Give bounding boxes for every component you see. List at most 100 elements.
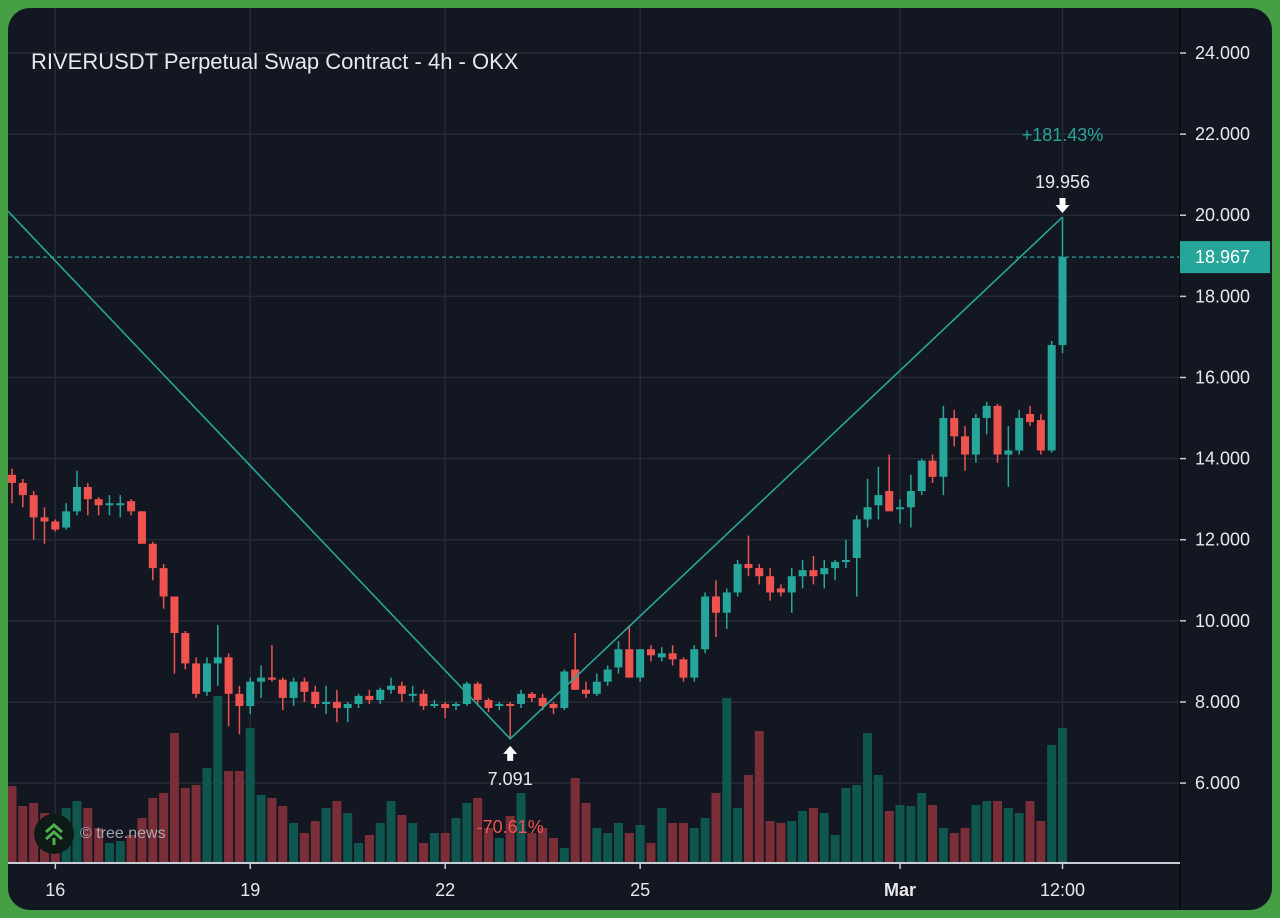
volume-bar [906,806,916,863]
candle-down [625,649,634,678]
volume-bar [473,798,483,863]
candle-down [224,657,233,694]
candle-up [246,681,255,707]
price-tick-label: 8.000 [1195,692,1240,712]
volume-bar [159,793,169,863]
volume-bar [343,813,353,863]
volume-bar [494,838,504,863]
chart-panel[interactable]: 7.091 -70.61% 19.956 +181.43% 6.000 8.000 10.0… [8,8,1272,910]
price-tick-label: 18.000 [1195,286,1250,306]
volume-bar [462,803,472,863]
arrow-up-icon [503,745,518,761]
volume-bar [83,808,93,863]
volume-bar [408,823,418,863]
candle-down [267,677,276,680]
volume-bar [1058,728,1068,863]
candle-down [668,653,677,660]
candle-down [51,521,60,530]
candle-down [950,418,959,437]
volume-bar [234,771,244,863]
candle-down [170,596,179,634]
price-tick-label: 14.000 [1195,449,1250,469]
volume-bar [1036,821,1046,863]
candle-up [1004,450,1013,455]
volume-bar [581,803,591,863]
time-tick-label: 22 [435,880,455,900]
candle-down [744,564,753,569]
volume-bar [310,821,320,863]
candle-up [636,649,645,678]
volume-bar [1025,801,1035,863]
volume-bar [1047,745,1057,863]
candle-up [982,405,991,419]
candle-down [365,695,374,700]
candle-down [94,499,103,506]
volume-bar [516,793,526,863]
volume-bar [386,801,396,863]
volume-bar [549,838,558,863]
watermark: © tree.news [34,814,166,854]
candle-down [332,701,341,709]
chart-title: RIVERUSDT Perpetual Swap Contract - 4h -… [31,49,519,74]
volume-bar [949,833,959,863]
price-tick-label: 6.000 [1195,773,1240,793]
candle-down [776,588,785,593]
volume-bar [104,843,114,863]
candle-up [603,669,612,682]
volume-bar [776,823,786,863]
volume-bar [527,833,537,863]
last-price-badge [1180,241,1270,274]
volume-bar [657,808,667,863]
price-tick-label: 12.000 [1195,530,1250,550]
candle-down [441,703,450,709]
candle-up [1047,345,1056,451]
volume-bar [1014,813,1024,863]
volume-bar [884,811,894,863]
candle-up [831,562,840,569]
candle-up [289,681,298,698]
candlestick-chart[interactable]: 7.091 -70.61% 19.956 +181.43% 6.000 8.000 10.0… [8,8,1272,910]
candle-up [213,657,222,664]
candle-up [202,663,211,692]
candle-down [192,663,201,694]
candle-up [376,689,385,700]
volume-bar [354,843,364,863]
low-price-label: 7.091 [488,769,533,789]
volume-bar [711,793,721,863]
candle-up [1058,257,1067,346]
candle-down [29,495,38,518]
volume-bar [613,823,623,863]
price-tick-label: 20.000 [1195,205,1250,225]
candle-down [766,576,775,593]
candle-up [722,592,731,613]
time-tick-label: Mar [884,880,916,900]
price-tick-label: 22.000 [1195,124,1250,144]
volume-bar [873,775,883,863]
candle-down [127,501,136,512]
candle-up [690,649,699,678]
volume-bar [484,828,494,863]
time-tick-label: 25 [630,880,650,900]
volume-bar [148,798,158,863]
candle-up [343,703,352,709]
drop-percent-label: -70.61% [477,817,544,837]
candle-up [614,649,623,668]
volume-bar [603,833,613,863]
candle-down [159,568,168,597]
candle-down [928,460,937,477]
volume-bar [191,785,201,863]
volume-bar [830,835,840,863]
volume-bar [202,768,212,863]
candle-up [116,503,125,506]
volume-bar [1003,808,1013,863]
candle-down [809,570,818,577]
volume-bar [819,813,829,863]
volume-bar [299,833,309,863]
volume-bar [743,775,753,863]
volume-bar [895,805,905,863]
candle-down [235,693,244,707]
volume-bar [321,808,331,863]
candle-down [646,649,655,656]
candle-down [83,486,92,500]
candle-up [971,418,980,455]
